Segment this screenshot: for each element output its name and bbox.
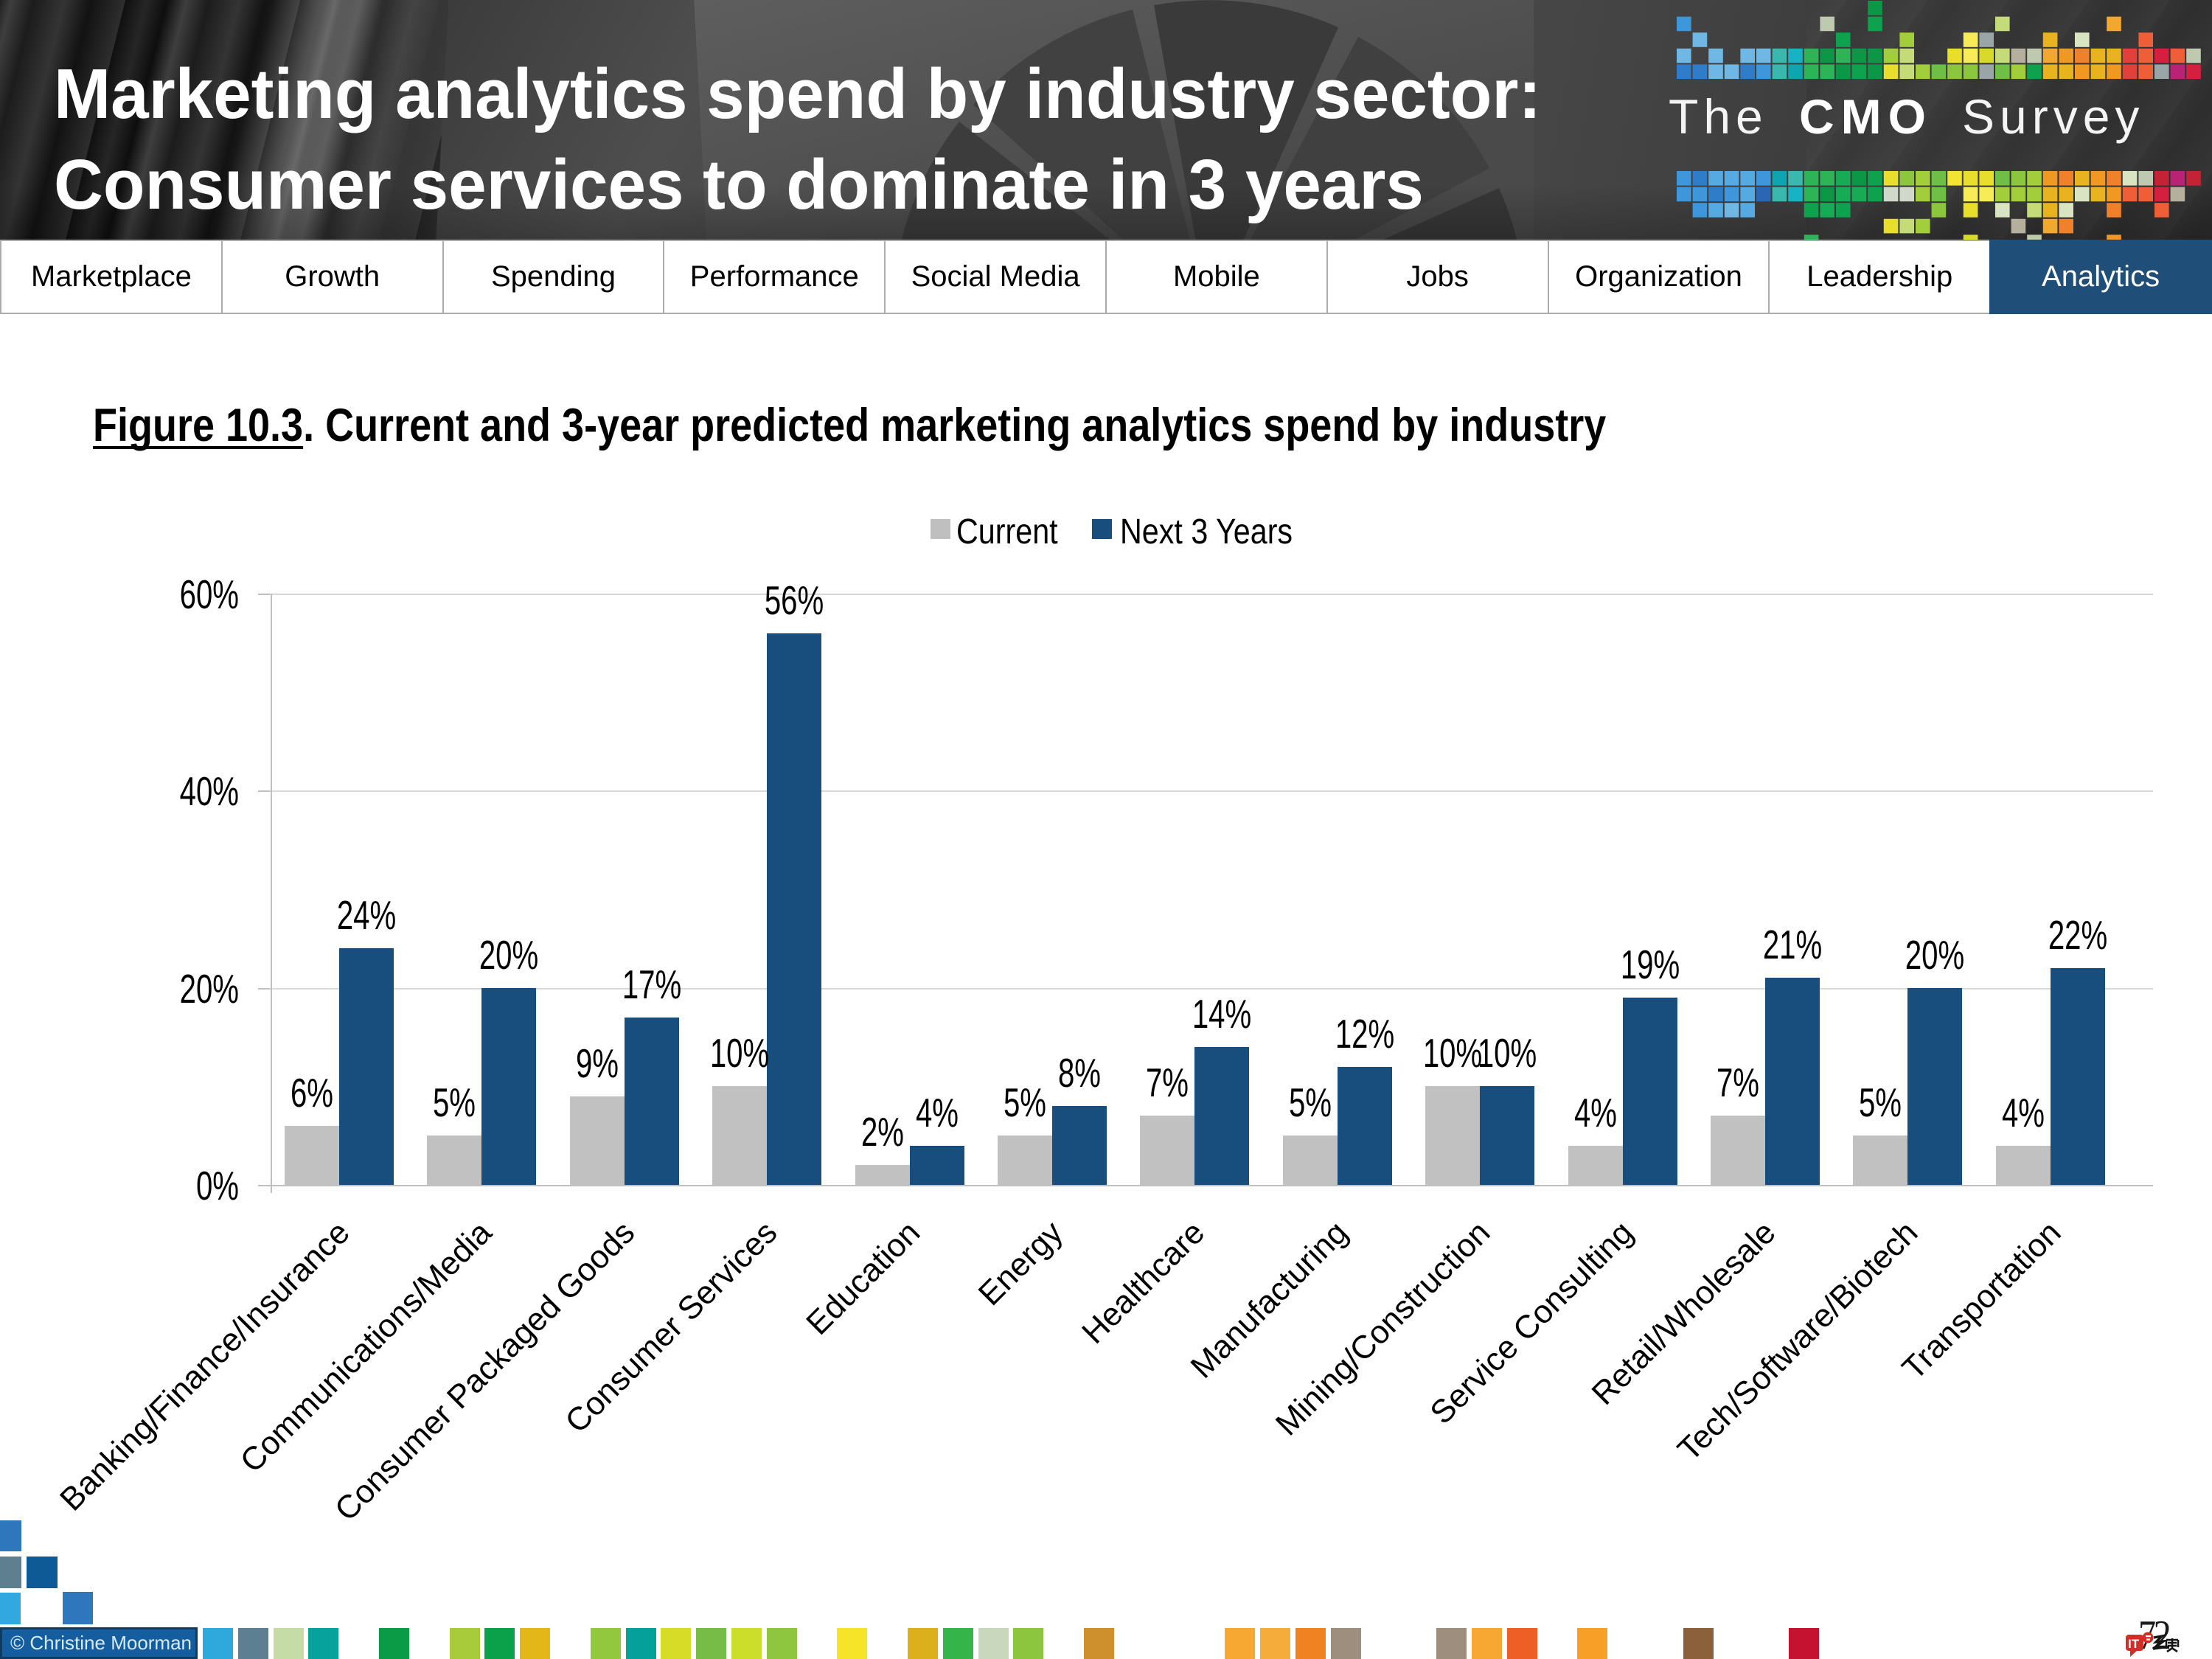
svg-text:The: The [1669, 89, 1768, 144]
svg-text:Survey: Survey [1962, 89, 2144, 144]
svg-text:IT: IT [2128, 1637, 2140, 1651]
svg-text:CMO: CMO [1799, 89, 1933, 144]
